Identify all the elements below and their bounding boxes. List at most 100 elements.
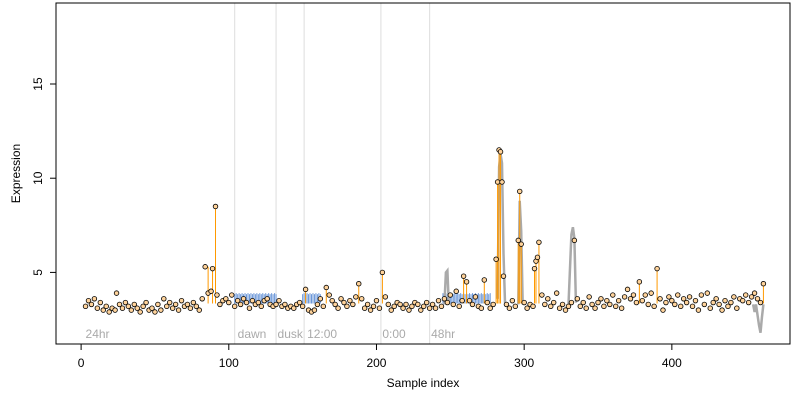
data-point xyxy=(456,303,462,310)
data-point xyxy=(725,303,731,310)
data-point xyxy=(193,303,200,310)
data-point xyxy=(660,307,666,313)
data-point xyxy=(595,299,601,306)
data-point xyxy=(713,296,719,302)
data-point xyxy=(326,292,332,298)
data-point xyxy=(518,241,524,247)
data-point xyxy=(273,301,279,308)
data-point xyxy=(466,297,473,304)
data-point xyxy=(531,265,538,272)
data-point xyxy=(571,237,578,244)
x-axis: 0 100 200 300 400 xyxy=(78,343,682,370)
data-point xyxy=(444,299,451,306)
data-point xyxy=(190,299,197,306)
data-point xyxy=(651,303,657,310)
phase-label: dawn xyxy=(238,327,267,341)
phase-label: 48hr xyxy=(431,327,455,341)
data-point xyxy=(438,303,445,310)
data-point xyxy=(577,303,583,310)
data-point xyxy=(234,297,241,304)
data-point xyxy=(212,203,219,210)
data-point xyxy=(734,305,740,311)
data-point xyxy=(469,301,476,308)
x-tick-label: 200 xyxy=(366,356,386,370)
data-point xyxy=(361,305,368,311)
data-point xyxy=(542,301,548,308)
data-point xyxy=(152,309,158,315)
data-point xyxy=(645,301,651,308)
data-point xyxy=(500,273,507,279)
data-point xyxy=(178,297,185,304)
data-point xyxy=(607,301,613,308)
data-point xyxy=(515,237,521,244)
data-point xyxy=(583,305,589,311)
data-point xyxy=(432,305,439,311)
data-point xyxy=(618,305,625,311)
data-point xyxy=(122,299,129,306)
data-point xyxy=(613,303,619,310)
data-point xyxy=(91,296,98,302)
data-point xyxy=(347,297,353,304)
data-point xyxy=(610,292,616,298)
data-point xyxy=(654,265,660,272)
data-point xyxy=(329,297,335,304)
data-point xyxy=(524,305,530,311)
data-point xyxy=(675,292,681,298)
x-axis-label: Sample index xyxy=(387,376,460,390)
data-point xyxy=(530,303,536,310)
data-point xyxy=(536,239,542,245)
data-point xyxy=(199,296,205,302)
data-point xyxy=(517,188,523,195)
data-point xyxy=(209,265,216,272)
data-point xyxy=(232,303,238,310)
data-point xyxy=(589,301,595,308)
data-point xyxy=(672,301,678,308)
data-point xyxy=(716,301,722,308)
data-point xyxy=(382,294,389,300)
data-point xyxy=(317,296,324,302)
data-point xyxy=(663,299,669,306)
data-point xyxy=(692,297,699,304)
data-point xyxy=(639,297,646,304)
data-point xyxy=(97,299,104,306)
data-point xyxy=(503,301,510,308)
data-point xyxy=(131,301,137,308)
data-point xyxy=(742,292,749,298)
data-point xyxy=(421,303,427,310)
data-point xyxy=(243,299,250,306)
data-point xyxy=(701,301,708,308)
data-point xyxy=(258,303,264,310)
data-point xyxy=(364,301,371,308)
data-point xyxy=(373,297,380,304)
data-point xyxy=(669,297,675,304)
data-point xyxy=(695,307,702,313)
data-point xyxy=(196,307,202,313)
data-point xyxy=(338,296,344,302)
phase-label: dusk xyxy=(278,327,304,341)
data-point xyxy=(435,297,442,304)
data-point xyxy=(155,301,161,308)
data-point xyxy=(302,286,309,293)
data-point xyxy=(630,292,637,298)
data-point xyxy=(112,307,118,313)
data-point xyxy=(601,303,607,310)
data-point xyxy=(149,305,155,311)
data-point xyxy=(88,301,95,308)
data-point xyxy=(740,297,746,304)
data-point xyxy=(548,303,554,310)
data-point xyxy=(731,294,737,300)
data-point xyxy=(633,299,640,306)
data-point xyxy=(415,301,421,308)
data-point xyxy=(264,296,270,302)
data-point xyxy=(229,292,235,298)
data-point xyxy=(82,303,89,310)
data-point xyxy=(751,290,758,296)
x-tick-label: 400 xyxy=(662,356,682,370)
data-point xyxy=(299,303,306,310)
data-point xyxy=(512,303,519,310)
data-point xyxy=(202,264,208,270)
data-point xyxy=(621,294,628,300)
y-axis-label: Expression xyxy=(9,144,23,203)
